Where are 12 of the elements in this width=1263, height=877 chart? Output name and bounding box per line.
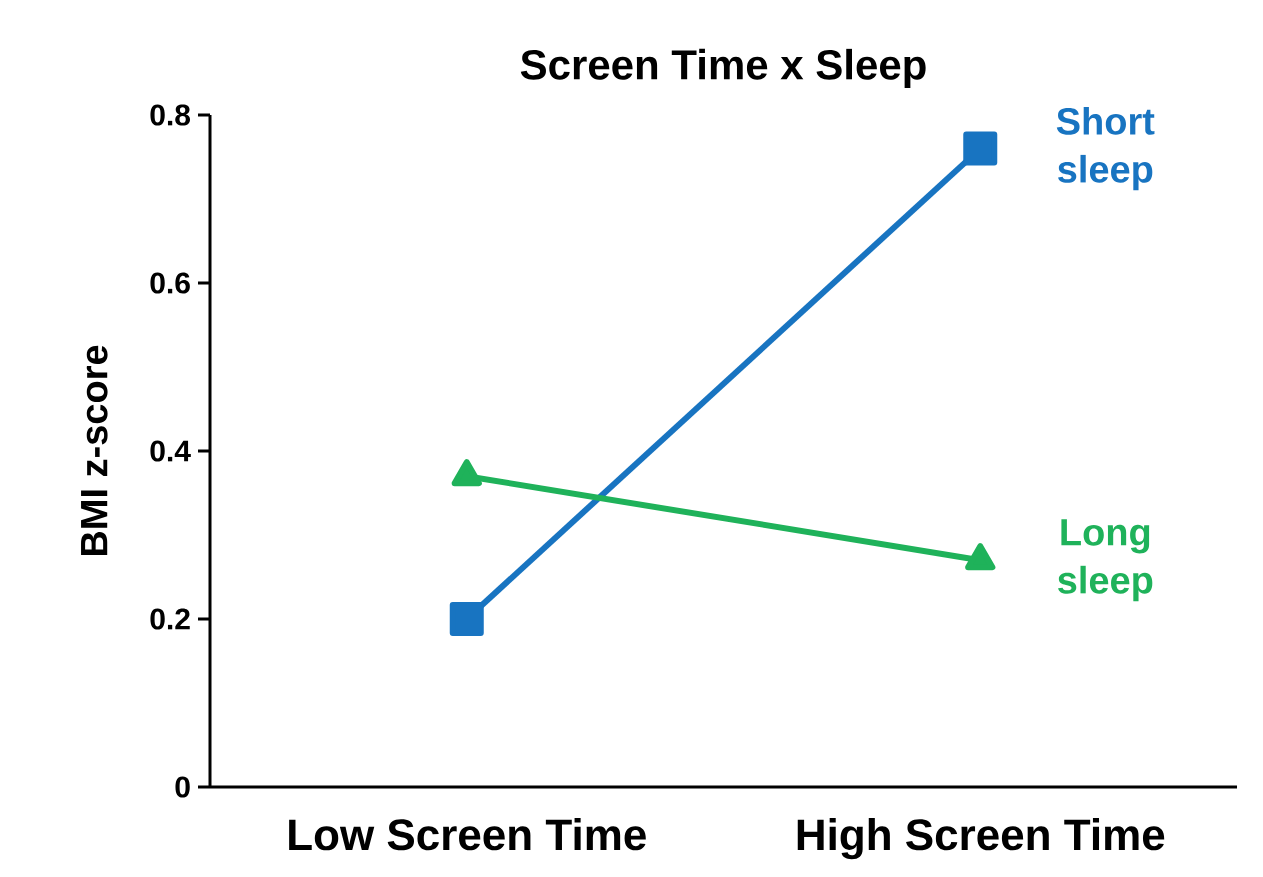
x-tick-label: Low Screen Time [289,818,646,851]
series-label: Short sleep [1056,106,1155,191]
series-label: Long sleep [1058,519,1153,602]
y-tick-label: 0.4 [150,440,191,462]
chart-title: Screen Time x Sleep [520,48,926,89]
y-tick-label: 0 [175,776,190,798]
point [963,131,998,166]
y-tick-label: 0.6 [150,272,190,294]
y-tick-label: 0.2 [150,608,190,630]
y-axis-title: BMI z-score [81,345,108,556]
x-tick-label: High Screen Time [797,818,1165,860]
y-tick-label: 0.8 [150,104,191,126]
